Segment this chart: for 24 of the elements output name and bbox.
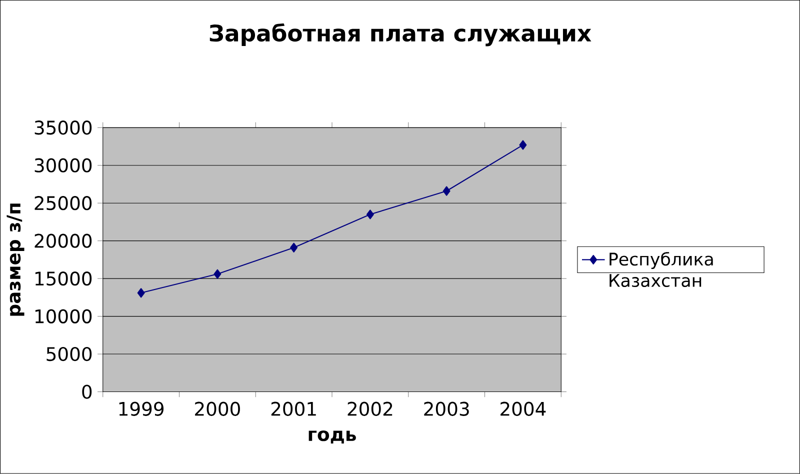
x-tick-label: 2000 <box>195 402 240 416</box>
legend-label: Республика Казахстан <box>610 252 713 288</box>
point <box>137 288 145 298</box>
x-tick-label: 1999 <box>119 402 164 416</box>
y-tick-label: 5000 <box>46 347 92 362</box>
x-tick-label: 2002 <box>348 402 392 416</box>
y-tick-label: 35000 <box>34 120 92 135</box>
y-tick-label: 20000 <box>34 234 92 248</box>
point <box>214 269 222 279</box>
x-tick-label: 2003 <box>424 402 469 416</box>
x-axis-title: годь <box>308 430 356 444</box>
point <box>290 242 298 253</box>
point <box>519 140 527 150</box>
point <box>442 186 450 196</box>
y-tick-label: 25000 <box>34 196 92 210</box>
y-tick-label: 10000 <box>35 309 92 324</box>
x-tick-label: 2004 <box>500 402 546 416</box>
x-tick-label: 2001 <box>271 402 316 416</box>
y-axis-title: размер з/п <box>6 204 24 316</box>
chart-title: Заработная плата служащих <box>210 23 592 46</box>
point <box>366 210 374 220</box>
y-tick-label: 0 <box>82 384 92 399</box>
y-tick-label: 30000 <box>34 158 92 173</box>
y-tick-label: 15000 <box>35 272 92 286</box>
